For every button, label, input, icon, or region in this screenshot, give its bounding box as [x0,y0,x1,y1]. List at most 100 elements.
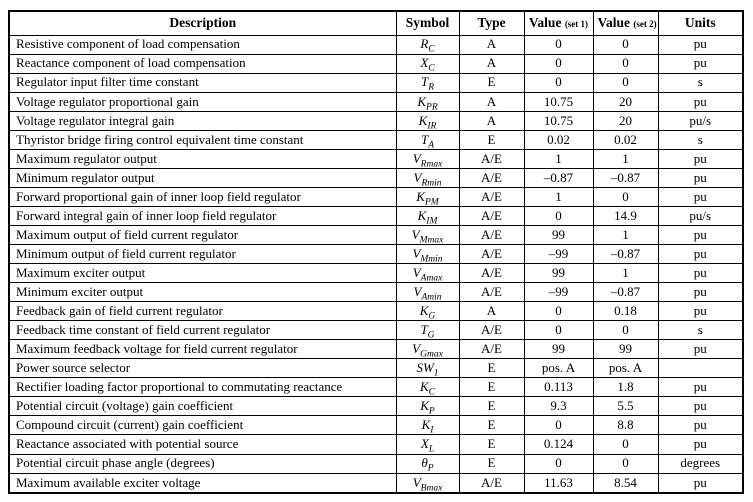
type-cell: E [458,377,525,398]
units-cell: pu [657,301,744,322]
value-set2-cell: 0 [592,453,659,474]
symbol-cell: VRmin [395,167,460,188]
units-cell: pu [657,434,744,455]
units-cell: pu [657,148,744,169]
table-row: Maximum exciter output VAmax A/E 99 1 pu [8,263,744,284]
units-cell: pu [657,396,744,417]
symbol-cell: KIR [395,110,460,131]
value-set1-cell: 0 [523,320,594,341]
type-cell: E [458,453,525,474]
description-cell: Maximum feedback voltage for field curre… [8,339,397,360]
table-row: Compound circuit (current) gain coeffici… [8,415,744,436]
value-set1-cell: 10.75 [523,110,594,131]
value-set2-cell: 0 [592,72,659,93]
symbol-cell: KG [395,301,460,322]
value-set1-cell: 11.63 [523,472,594,494]
table-row: Minimum output of field current regulato… [8,244,744,265]
table-row: Resistive component of load compensation… [8,34,744,55]
table-row: Potential circuit (voltage) gain coeffic… [8,396,744,417]
value-set1-cell: 1 [523,148,594,169]
symbol-cell: TA [395,129,460,150]
table-row: Rectifier loading factor proportional to… [8,377,744,398]
value-set2-cell: 99 [592,339,659,360]
units-cell: pu [657,415,744,436]
type-cell: A [458,110,525,131]
description-cell: Forward proportional gain of inner loop … [8,186,397,207]
type-cell: A/E [458,224,525,246]
description-cell: Regulator input filter time constant [8,72,397,93]
value-set2-cell: –0.87 [592,167,659,188]
value-set1-cell: 0 [523,415,594,436]
table-row: Feedback gain of field current regulator… [8,301,744,322]
description-cell: Maximum available exciter voltage [8,472,397,494]
symbol-cell: VBmax [395,472,460,494]
value-set2-cell: 0.18 [592,301,659,322]
header-value-set2-note: (set 2) [633,18,657,29]
table-row: Voltage regulator integral gain KIR A 10.75… [8,110,744,131]
value-set2-cell: 8.54 [592,472,659,494]
description-cell: Maximum exciter output [8,263,397,284]
value-set2-cell: 8.8 [592,415,659,436]
symbol-cell: KC [395,377,460,398]
type-cell: A/E [458,148,525,169]
description-cell: Minimum exciter output [8,282,397,303]
type-cell: A [458,53,525,74]
value-set1-cell: 1 [523,186,594,207]
type-cell: E [458,358,525,379]
header-value-set1: Value (set 1) [523,10,594,36]
description-cell: Power source selector [8,358,397,379]
value-set1-cell: 0 [523,53,594,74]
symbol-cell: TG [395,320,460,341]
type-cell: A [458,91,525,112]
value-set1-cell: 99 [523,224,594,246]
header-value-set2: Value (set 2) [592,10,659,36]
header-row: Description Symbol Type Value (set 1) Va… [8,10,744,36]
description-cell: Rectifier loading factor proportional to… [8,377,397,398]
units-cell: pu/s [657,110,744,131]
symbol-cell: VRmax [395,148,460,169]
type-cell: E [458,72,525,93]
units-cell: degrees [657,453,744,474]
type-cell: A/E [458,263,525,284]
description-cell: Compound circuit (current) gain coeffici… [8,415,397,436]
symbol-cell: θP [395,453,460,474]
symbol-cell: XL [395,434,460,455]
table-row: Forward integral gain of inner loop fiel… [8,205,744,226]
units-cell: pu [657,282,744,303]
type-cell: E [458,415,525,436]
units-cell: pu [657,472,744,494]
value-set2-cell: 0 [592,53,659,74]
header-type: Type [458,10,525,36]
table-row: Voltage regulator proportional gain KPR A 1… [8,91,744,112]
type-cell: A [458,301,525,322]
value-set1-cell: 99 [523,339,594,360]
units-cell: pu [657,53,744,74]
value-set1-cell: 9.3 [523,396,594,417]
table-row: Feedback time constant of field current … [8,320,744,341]
value-set1-cell: 10.75 [523,91,594,112]
units-cell: pu [657,263,744,284]
symbol-cell: VAmax [395,263,460,284]
parameter-table-container: Description Symbol Type Value (set 1) Va… [8,10,744,494]
description-cell: Reactance component of load compensation [8,53,397,74]
type-cell: E [458,396,525,417]
value-set1-cell: –99 [523,244,594,265]
description-cell: Minimum regulator output [8,167,397,188]
table-row: Thyristor bridge firing control equivale… [8,129,744,150]
units-cell: pu [657,167,744,188]
units-cell [657,358,744,379]
type-cell: A/E [458,186,525,207]
description-cell: Voltage regulator integral gain [8,110,397,131]
type-cell: A/E [458,472,525,494]
description-cell: Feedback time constant of field current … [8,320,397,341]
value-set1-cell: 0 [523,205,594,226]
value-set2-cell: 1 [592,263,659,284]
header-value-set1-label: Value [528,14,562,30]
table-row: Regulator input filter time constant TR E 0… [8,72,744,93]
units-cell: pu [657,91,744,112]
table-row: Potential circuit phase angle (degrees) θ… [8,453,744,474]
type-cell: A/E [458,167,525,188]
header-description: Description [8,10,397,36]
value-set1-cell: 0 [523,72,594,93]
